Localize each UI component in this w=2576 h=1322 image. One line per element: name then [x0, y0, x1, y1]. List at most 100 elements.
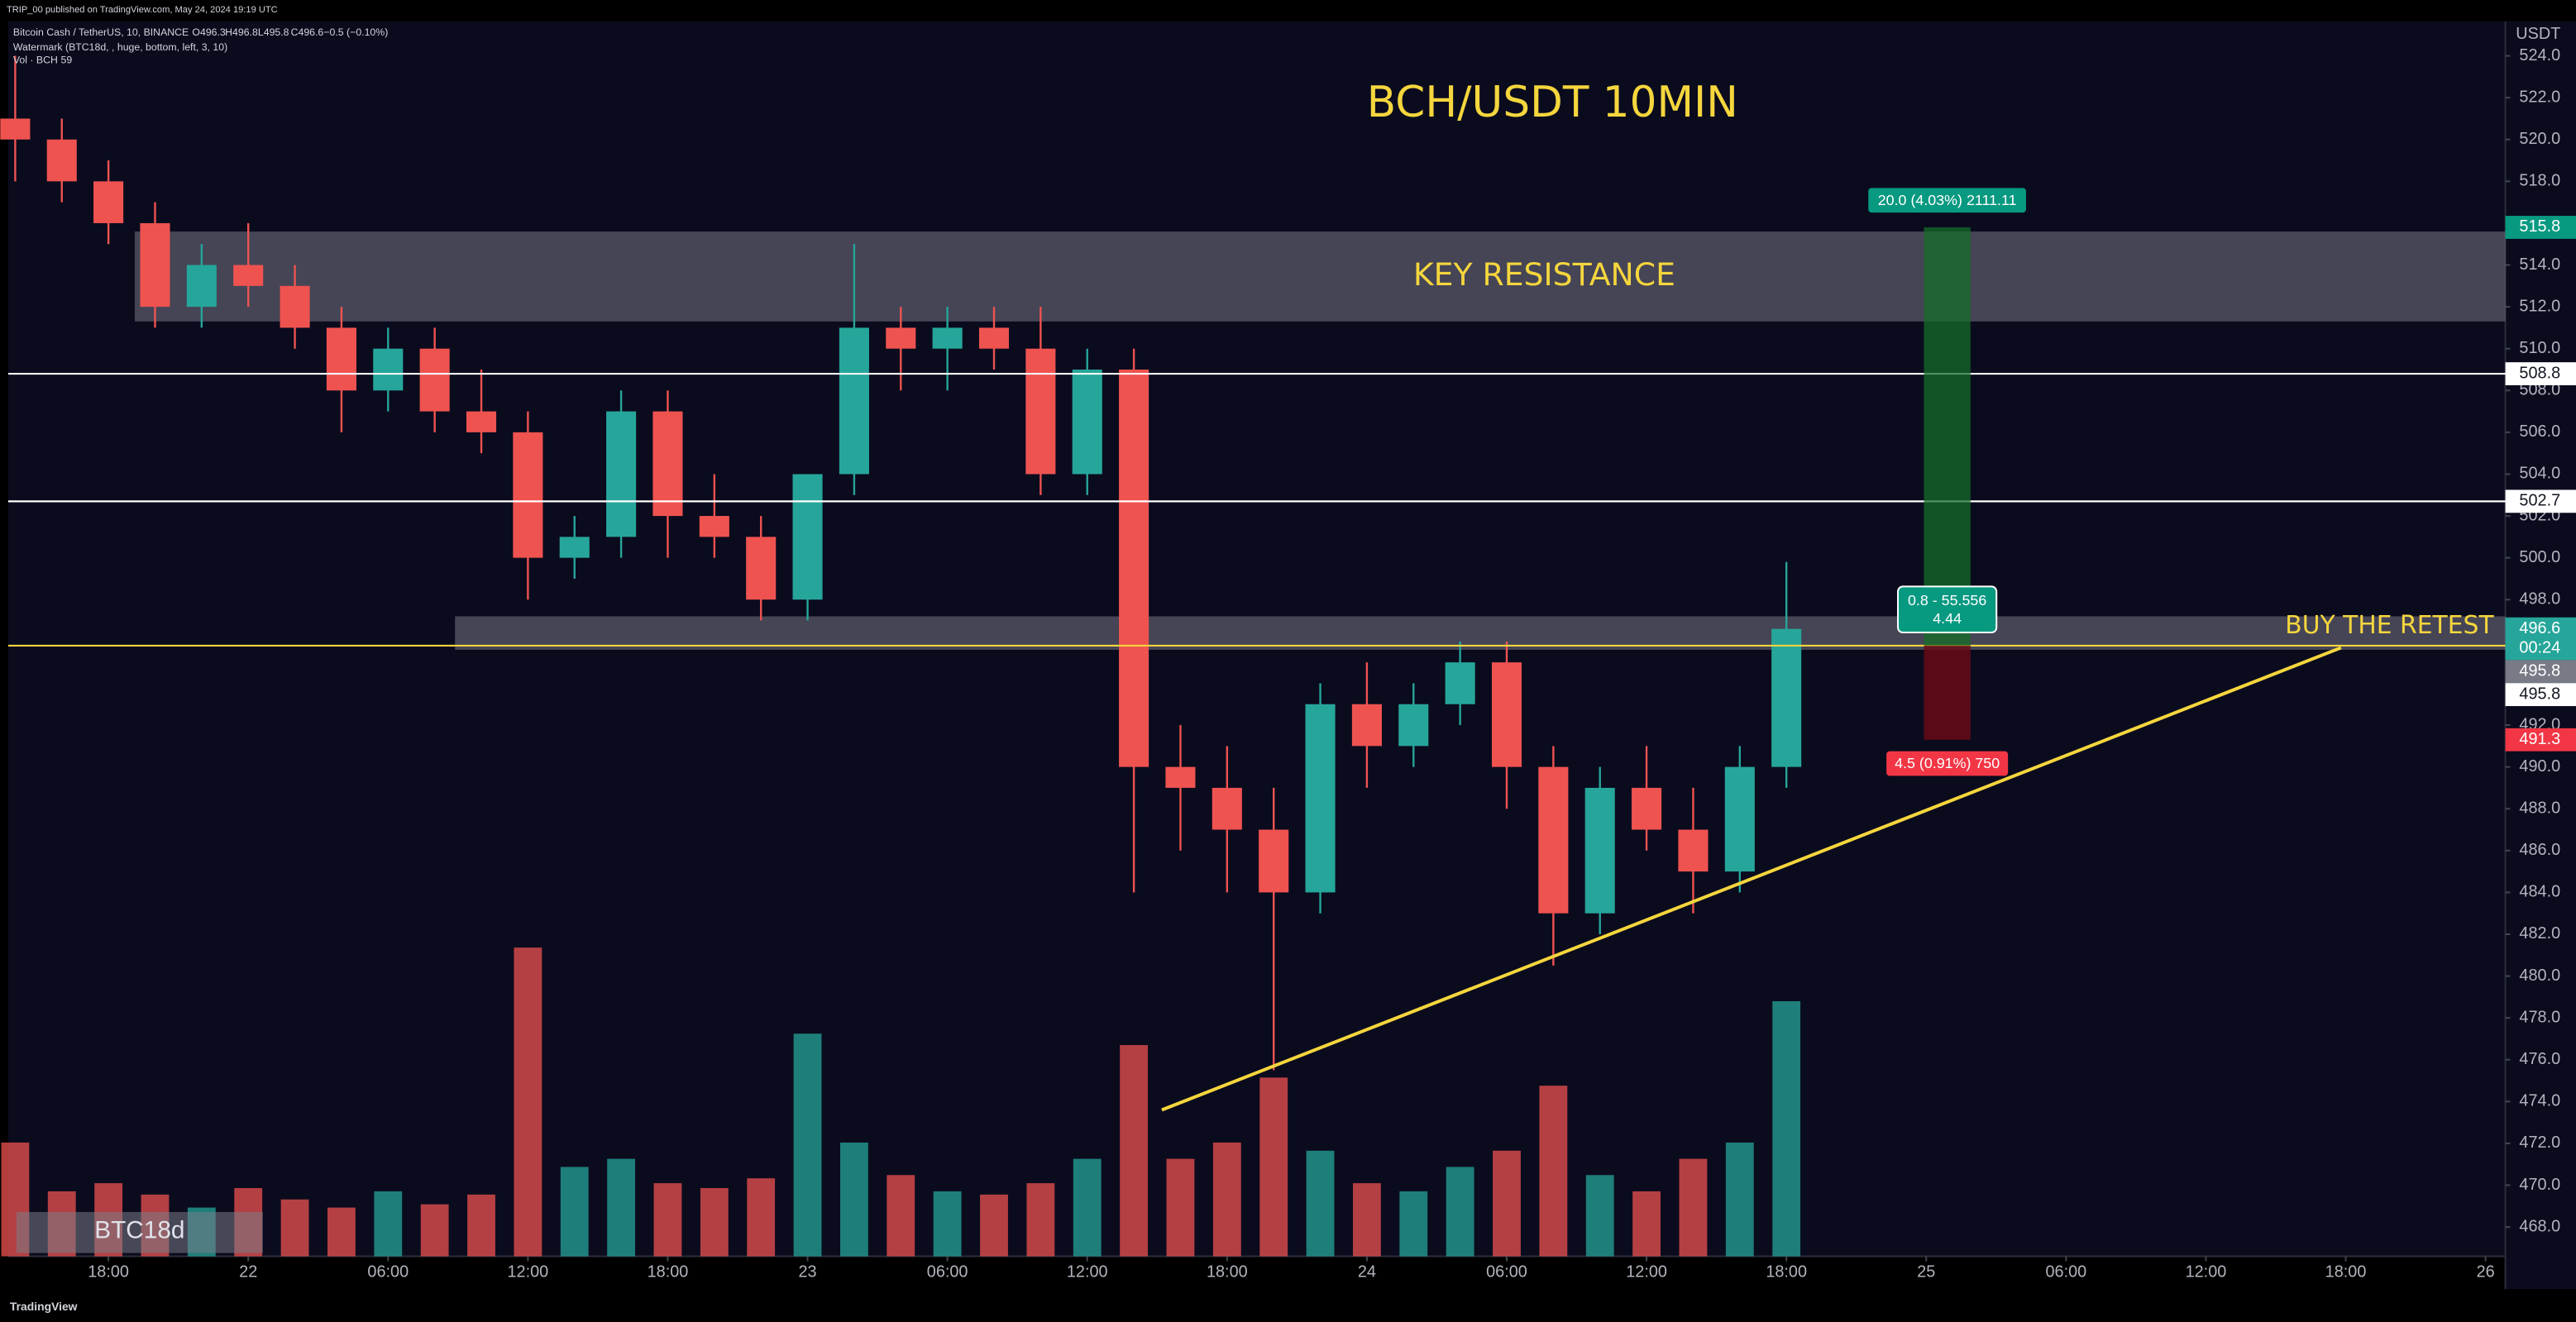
- candle-body: [746, 537, 777, 600]
- x-tick-label: 18:00: [1207, 1263, 1248, 1281]
- ratio-label: 0.8 - 55.556: [1908, 592, 1986, 609]
- target-label-bg: [1868, 188, 2026, 213]
- volume-bar: [327, 1207, 356, 1257]
- price-tag-bg: [2505, 216, 2576, 239]
- price-tag: 491.3: [2519, 730, 2560, 748]
- price-tag: 495.8: [2519, 685, 2560, 703]
- volume-bar: [1399, 1191, 1428, 1257]
- y-tick-label: 472.0: [2519, 1133, 2560, 1152]
- y-tick-label: 512.0: [2519, 297, 2560, 315]
- x-tick-label: 25: [1917, 1263, 1935, 1281]
- candle-body: [932, 327, 963, 349]
- x-tick-label: 12:00: [2186, 1263, 2227, 1281]
- indicator-label: Vol · BCH: [13, 55, 58, 66]
- volume-bar: [980, 1194, 1008, 1257]
- price-tag-bg: [2505, 660, 2576, 684]
- currency: USDT: [2516, 25, 2560, 43]
- volume-bar: [607, 1158, 636, 1257]
- candle-body: [1445, 662, 1475, 704]
- volume-bar: [840, 1142, 868, 1257]
- candle-body: [1538, 766, 1569, 914]
- volume-bar: [1493, 1150, 1521, 1257]
- y-tick-label: 520.0: [2519, 130, 2560, 148]
- candle-body: [1678, 829, 1709, 872]
- candle-body: [559, 537, 590, 558]
- volume-bar: [1353, 1183, 1381, 1257]
- price-tag-countdown: 00:24: [2519, 639, 2560, 657]
- candle-body: [1025, 348, 1056, 475]
- price-tag-bg: [2505, 728, 2576, 752]
- x-tick-label: 06:00: [927, 1263, 968, 1281]
- volume-bar: [700, 1187, 729, 1257]
- candle-body: [373, 348, 404, 391]
- candle-body: [1771, 628, 1802, 767]
- candle-body: [839, 327, 869, 475]
- stop-label-bg: [1886, 751, 2009, 776]
- price-tag: 515.8: [2519, 217, 2560, 236]
- volume-bar: [374, 1191, 403, 1257]
- volume-bar: [1585, 1175, 1614, 1257]
- chart-title: BCH/USDT 10MIN: [1367, 78, 1738, 127]
- volume-bar: [514, 947, 542, 1257]
- x-tick-label: 06:00: [1486, 1263, 1527, 1281]
- x-tick-label: 18:00: [648, 1263, 689, 1281]
- candle-body: [1212, 787, 1242, 830]
- volume-bar: [280, 1199, 309, 1257]
- candle-body: [513, 432, 543, 558]
- candle-body: [93, 181, 124, 223]
- x-tick-label: 22: [239, 1263, 257, 1281]
- ohlc-value: O496.3: [192, 26, 226, 38]
- trendline: [1161, 646, 2342, 1112]
- volume-bar: [467, 1194, 495, 1257]
- candle-body: [326, 327, 356, 391]
- publisher: TRIP_00 published on TradingView.com, Ma…: [7, 5, 278, 15]
- y-tick-label: 476.0: [2519, 1050, 2560, 1068]
- indicator-label: Watermark (BTC18d, , huge, bottom, left,…: [13, 41, 227, 53]
- volume-bar: [1772, 1000, 1801, 1257]
- y-tick-label: 488.0: [2519, 799, 2560, 817]
- zone-label: KEY RESISTANCE: [1413, 256, 1675, 293]
- indicator-value: 59: [61, 55, 73, 66]
- volume-bar: [1725, 1142, 1754, 1257]
- plot-area: [7, 21, 2506, 1257]
- candle-body: [1119, 369, 1149, 767]
- candle-body: [652, 411, 683, 517]
- ohlc-value: −0.5 (−0.10%): [323, 26, 388, 38]
- volume-bar: [1539, 1086, 1568, 1257]
- candle-body: [140, 222, 170, 308]
- volume-bar: [887, 1175, 915, 1257]
- candle-body: [1724, 766, 1755, 872]
- x-tick-label: 06:00: [367, 1263, 409, 1281]
- y-tick-label: 484.0: [2519, 883, 2560, 901]
- ratio-label-bg: [1897, 585, 1998, 634]
- volume-bar: [420, 1204, 449, 1257]
- x-tick-label: 23: [799, 1263, 817, 1281]
- y-tick-label: 514.0: [2519, 255, 2560, 274]
- y-tick-label: 474.0: [2519, 1092, 2560, 1110]
- candle-body: [233, 265, 264, 286]
- volume-bar: [1259, 1077, 1288, 1257]
- x-tick-label: 06:00: [2046, 1263, 2087, 1281]
- y-tick-label: 504.0: [2519, 465, 2560, 483]
- price-tag-bg: [2505, 489, 2576, 513]
- overlay-layer: KEY RESISTANCE BUY THE RETEST 20.0 (4.03%)…: [7, 188, 2506, 1253]
- y-tick-label: 468.0: [2519, 1217, 2560, 1235]
- axis-layer: Bitcoin Cash / TetherUS, 10, BINANCE O496…: [13, 25, 2576, 1281]
- x-tick-label: 12:00: [1067, 1263, 1108, 1281]
- ohlc-value: C496.6: [291, 26, 324, 38]
- y-tick-label: 478.0: [2519, 1008, 2560, 1026]
- watermark: BTC18d: [94, 1217, 184, 1244]
- candle-body: [186, 265, 217, 308]
- x-tick-label: 18:00: [1766, 1263, 1807, 1281]
- candle-body: [1072, 369, 1102, 475]
- zone: [134, 231, 2506, 322]
- profit-zone: [1924, 227, 1971, 646]
- x-tick-label: 26: [2477, 1263, 2495, 1281]
- y-tick-label: 518.0: [2519, 172, 2560, 190]
- ratio-sub: 4.44: [1933, 610, 1962, 627]
- candle-body: [1398, 704, 1429, 747]
- zone: [455, 616, 2506, 650]
- volume-bar: [1306, 1150, 1335, 1257]
- y-tick-label: 524.0: [2519, 46, 2560, 64]
